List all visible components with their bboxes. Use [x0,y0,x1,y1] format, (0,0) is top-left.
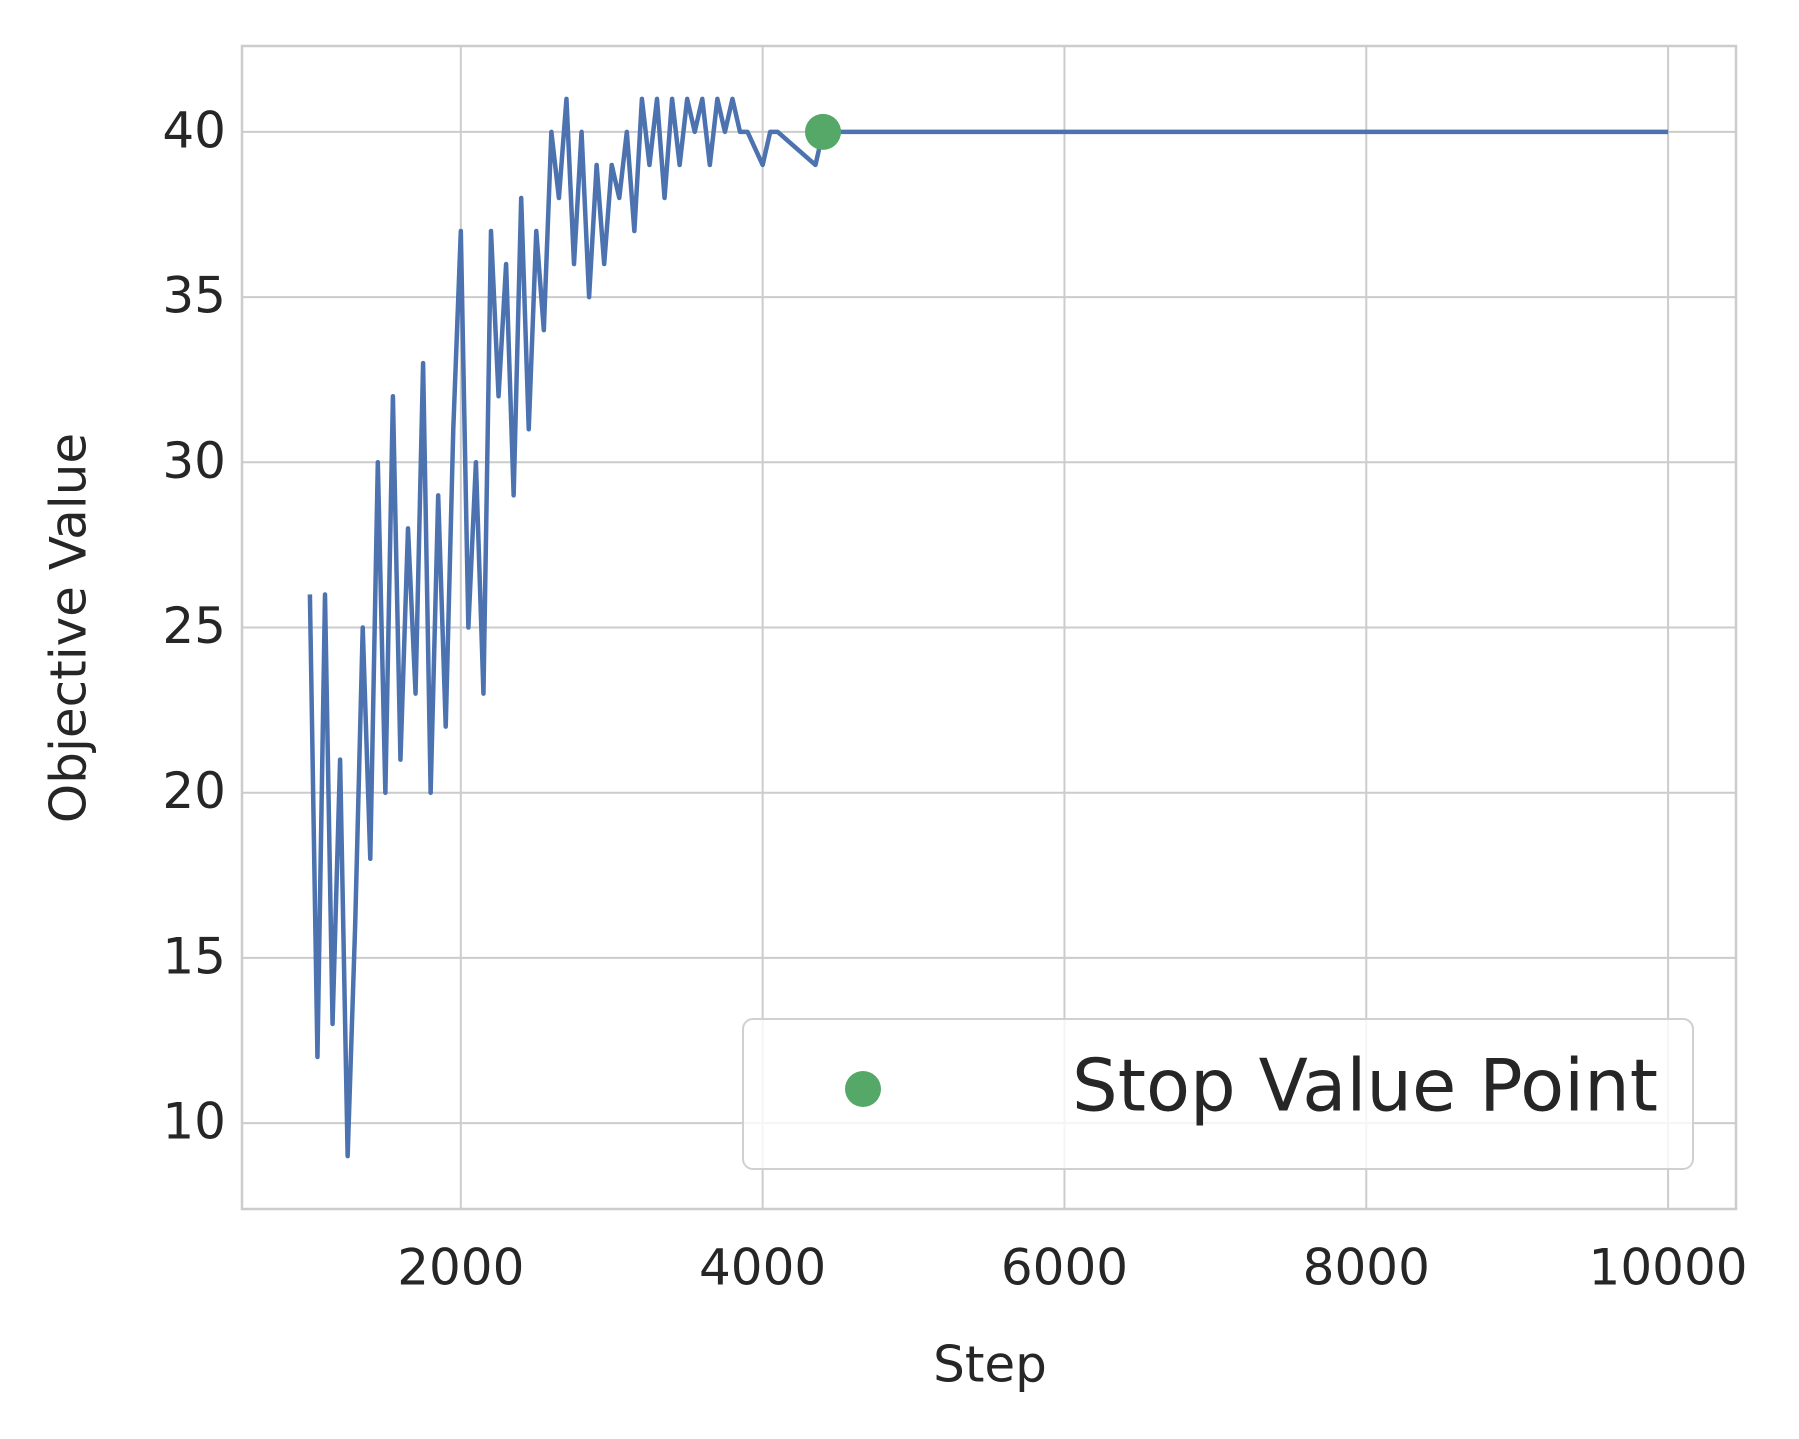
y-tick-label: 10 [162,1093,226,1151]
x-axis-label: Step [933,1336,1047,1394]
stop-point [805,113,841,150]
legend: Stop Value Point [742,1018,1694,1170]
y-tick-label: 15 [162,927,226,985]
x-tick-label: 8000 [1303,1239,1430,1297]
legend-box [742,1018,1694,1170]
y-tick-label: 35 [162,267,226,325]
y-tick-label: 20 [162,762,226,820]
y-tick-label: 30 [162,432,226,490]
x-tick-label: 10000 [1589,1239,1748,1297]
y-tick-label: 40 [162,101,226,159]
y-axis-label: Objective Value [40,433,98,823]
data-line [307,96,1669,1159]
y-tick-label: 25 [162,597,226,655]
x-tick-label: 6000 [1001,1239,1128,1297]
x-tick-label: 2000 [397,1239,524,1297]
legend-label: Stop Value Point [1072,1044,1658,1128]
legend-marker [845,1071,881,1107]
x-tick-label: 4000 [699,1239,826,1297]
plot-frame [240,44,1738,1211]
